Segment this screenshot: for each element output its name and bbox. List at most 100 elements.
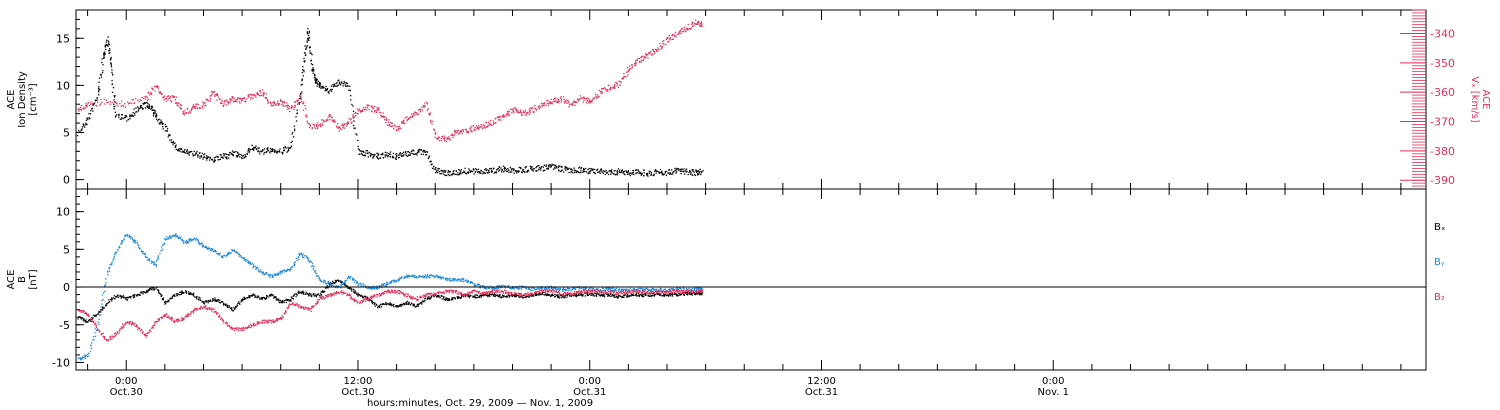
data-point — [222, 104, 225, 107]
data-point — [104, 51, 106, 53]
data-point — [123, 235, 126, 237]
data-point — [247, 95, 249, 97]
data-point — [253, 264, 255, 266]
data-point — [389, 302, 391, 304]
data-point — [544, 287, 547, 289]
data-point — [374, 303, 376, 305]
data-point — [386, 124, 388, 126]
data-point — [228, 154, 230, 156]
data-point — [225, 303, 227, 305]
data-point — [495, 294, 497, 297]
data-point — [495, 122, 497, 124]
data-point — [257, 295, 259, 297]
data-point — [635, 64, 637, 66]
data-point — [195, 237, 198, 239]
data-point — [193, 105, 195, 108]
data-point — [170, 297, 172, 299]
data-point — [548, 104, 550, 107]
data-point — [156, 86, 158, 89]
data-point — [125, 115, 127, 117]
data-point — [269, 101, 271, 103]
data-point — [313, 70, 315, 72]
data-point — [463, 280, 465, 282]
data-point — [385, 118, 388, 120]
data-point — [426, 151, 428, 153]
data-point — [178, 237, 180, 239]
data-point — [286, 105, 288, 107]
data-point — [577, 294, 579, 296]
data-point — [316, 125, 318, 127]
data-point — [185, 242, 187, 244]
data-point — [587, 289, 590, 291]
data-point — [82, 317, 84, 319]
data-point — [520, 109, 522, 111]
data-point — [373, 155, 375, 157]
data-point — [498, 295, 501, 297]
data-point — [698, 173, 700, 175]
data-point — [272, 276, 274, 278]
data-point — [434, 275, 436, 278]
data-point — [232, 310, 234, 312]
data-point — [549, 288, 551, 290]
data-point — [249, 295, 251, 297]
data-point — [558, 296, 560, 298]
data-point — [201, 156, 203, 158]
data-point — [322, 291, 324, 293]
data-point — [383, 119, 386, 121]
data-point — [416, 305, 418, 307]
data-point — [279, 271, 281, 273]
data-point — [455, 132, 458, 134]
data-point — [358, 108, 360, 110]
data-point — [533, 111, 535, 113]
data-point — [254, 147, 256, 149]
data-point — [89, 113, 92, 115]
data-point — [161, 93, 163, 95]
data-point — [545, 105, 547, 107]
data-point — [279, 273, 282, 275]
data-point — [689, 28, 691, 30]
data-point — [216, 299, 219, 301]
series-0 — [76, 28, 704, 177]
data-point — [483, 124, 485, 126]
data-point — [690, 292, 693, 295]
data-point — [602, 87, 605, 90]
data-point — [171, 236, 173, 238]
data-point — [665, 174, 668, 176]
data-point — [208, 247, 210, 249]
data-point — [320, 293, 323, 296]
data-point — [211, 94, 213, 96]
data-point — [109, 49, 111, 52]
data-point — [505, 296, 507, 298]
data-point — [422, 151, 424, 153]
data-point — [546, 103, 548, 105]
data-point — [280, 301, 283, 303]
data-point — [219, 102, 222, 104]
data-point — [444, 137, 446, 139]
data-point — [304, 45, 306, 47]
data-point — [479, 172, 482, 174]
data-point — [130, 115, 132, 117]
data-point — [259, 298, 261, 300]
data-point — [102, 306, 104, 308]
data-point — [195, 153, 197, 156]
data-point — [370, 153, 372, 155]
data-point — [396, 129, 398, 131]
data-point — [317, 122, 319, 124]
data-point — [388, 125, 390, 127]
data-point — [346, 284, 348, 287]
data-point — [108, 338, 110, 341]
data-point — [660, 45, 662, 47]
data-point — [296, 259, 298, 261]
data-point — [648, 52, 650, 54]
data-point — [269, 150, 271, 152]
data-point — [449, 170, 451, 173]
data-point — [326, 89, 328, 92]
data-point — [497, 116, 499, 118]
data-point — [216, 300, 218, 302]
y-axis-label-line: [nT] — [28, 269, 39, 289]
data-point — [314, 270, 317, 272]
data-point — [218, 98, 221, 101]
data-point — [657, 293, 659, 295]
data-point — [542, 291, 545, 294]
data-point — [468, 294, 470, 296]
